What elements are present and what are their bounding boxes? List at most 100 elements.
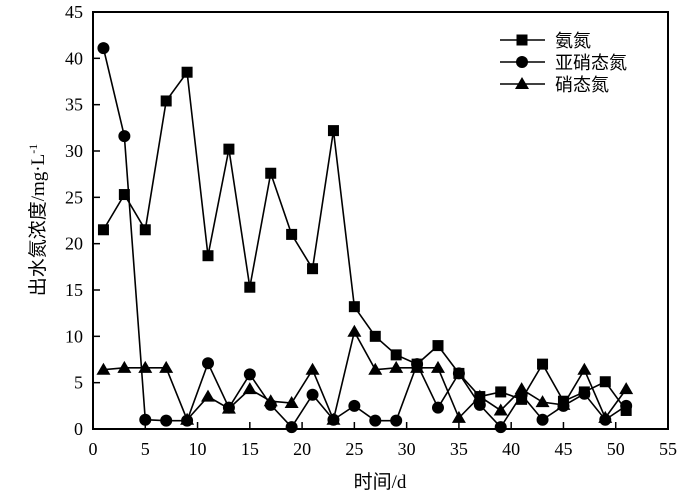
data-point <box>306 388 319 401</box>
series-group <box>96 42 634 434</box>
data-point <box>180 412 195 425</box>
data-point <box>577 362 592 375</box>
data-point <box>117 360 132 373</box>
data-point <box>326 412 341 425</box>
data-point <box>514 382 529 395</box>
series-circle <box>97 42 633 434</box>
data-point <box>431 360 445 373</box>
data-point <box>451 410 466 423</box>
data-point <box>223 143 235 155</box>
data-point <box>201 389 215 402</box>
data-point <box>96 362 111 375</box>
y-tick-label: 30 <box>65 141 83 161</box>
data-point <box>473 398 486 411</box>
data-point <box>284 396 299 409</box>
legend-label: 硝态氮 <box>555 75 609 95</box>
data-point <box>390 349 402 361</box>
legend-item: 亚硝态氮 <box>500 53 627 73</box>
x-tick-label: 50 <box>607 439 625 459</box>
data-point <box>348 399 361 412</box>
data-point <box>578 387 591 400</box>
data-point <box>495 386 507 398</box>
data-point <box>368 362 383 375</box>
series-line <box>102 70 627 411</box>
y-tick-label: 35 <box>65 95 83 115</box>
x-tick-label: 40 <box>502 439 520 459</box>
y-tick-label: 40 <box>65 48 83 68</box>
data-point <box>556 397 571 410</box>
data-point <box>619 382 634 395</box>
y-tick-label: 45 <box>65 2 83 22</box>
data-point <box>494 421 507 434</box>
data-point <box>265 167 277 179</box>
y-tick-label: 5 <box>74 373 83 393</box>
plot-frame <box>92 11 669 430</box>
data-point <box>97 42 110 55</box>
data-point <box>452 367 465 380</box>
x-tick-label: 25 <box>345 439 363 459</box>
y-axis-label-text: 出水氮浓度/mg·L <box>27 154 49 297</box>
data-point <box>432 340 444 352</box>
data-point <box>348 301 360 313</box>
data-point <box>263 394 278 407</box>
data-point <box>244 281 256 293</box>
data-point <box>139 224 151 236</box>
y-tick-label: 10 <box>65 326 83 346</box>
x-tick-label: 0 <box>89 439 98 459</box>
series-line <box>103 329 627 423</box>
data-point <box>139 413 152 426</box>
data-point <box>599 376 611 388</box>
axes: 0 5 10 15 20 25 30 35 40 45 50 55 0 5 10 15 20 25 30 35 40 45 <box>65 2 677 459</box>
data-point <box>390 414 403 427</box>
data-point <box>97 224 109 236</box>
legend-label: 亚硝态氮 <box>555 53 627 73</box>
legend-item: 硝态氮 <box>500 75 609 95</box>
data-point <box>347 324 362 337</box>
data-point <box>410 360 425 373</box>
y-tick-label: 15 <box>65 280 83 300</box>
data-point <box>389 360 404 373</box>
data-point <box>620 399 633 412</box>
data-point <box>242 382 257 395</box>
y-axis-label-superscript: -1 <box>26 144 40 154</box>
data-point <box>138 360 153 373</box>
legend-marker <box>516 34 528 46</box>
x-tick-label: 55 <box>659 439 677 459</box>
y-axis-label: 出水氮浓度/mg·L-1 <box>26 144 49 297</box>
data-point <box>369 414 382 427</box>
data-point <box>432 401 444 414</box>
x-tick-label: 35 <box>450 439 468 459</box>
data-point <box>369 330 381 342</box>
series-square <box>97 66 632 416</box>
data-point <box>160 95 172 107</box>
data-point <box>243 368 256 381</box>
data-point <box>221 401 236 414</box>
data-point <box>202 250 214 262</box>
data-point <box>535 395 550 408</box>
legend-marker <box>515 77 529 89</box>
data-point <box>537 358 549 370</box>
x-tick-label: 15 <box>241 439 259 459</box>
data-point <box>305 362 320 375</box>
data-point <box>493 403 508 416</box>
data-point <box>472 389 487 402</box>
data-point <box>118 130 131 143</box>
data-point <box>159 360 174 373</box>
data-point <box>181 66 193 78</box>
data-point <box>307 263 319 275</box>
x-tick-label: 45 <box>554 439 572 459</box>
y-tick-label: 20 <box>65 234 83 254</box>
legend-label: 氨氮 <box>555 31 591 51</box>
y-tick-label: 25 <box>65 187 83 207</box>
data-point <box>598 410 613 423</box>
data-point <box>536 413 549 426</box>
series-triangle <box>96 324 634 425</box>
data-point <box>160 414 173 427</box>
x-tick-label: 30 <box>398 439 416 459</box>
data-point <box>285 421 298 434</box>
x-tick-label: 20 <box>293 439 311 459</box>
legend-item: 氨氮 <box>500 31 591 51</box>
series-line <box>102 47 627 429</box>
